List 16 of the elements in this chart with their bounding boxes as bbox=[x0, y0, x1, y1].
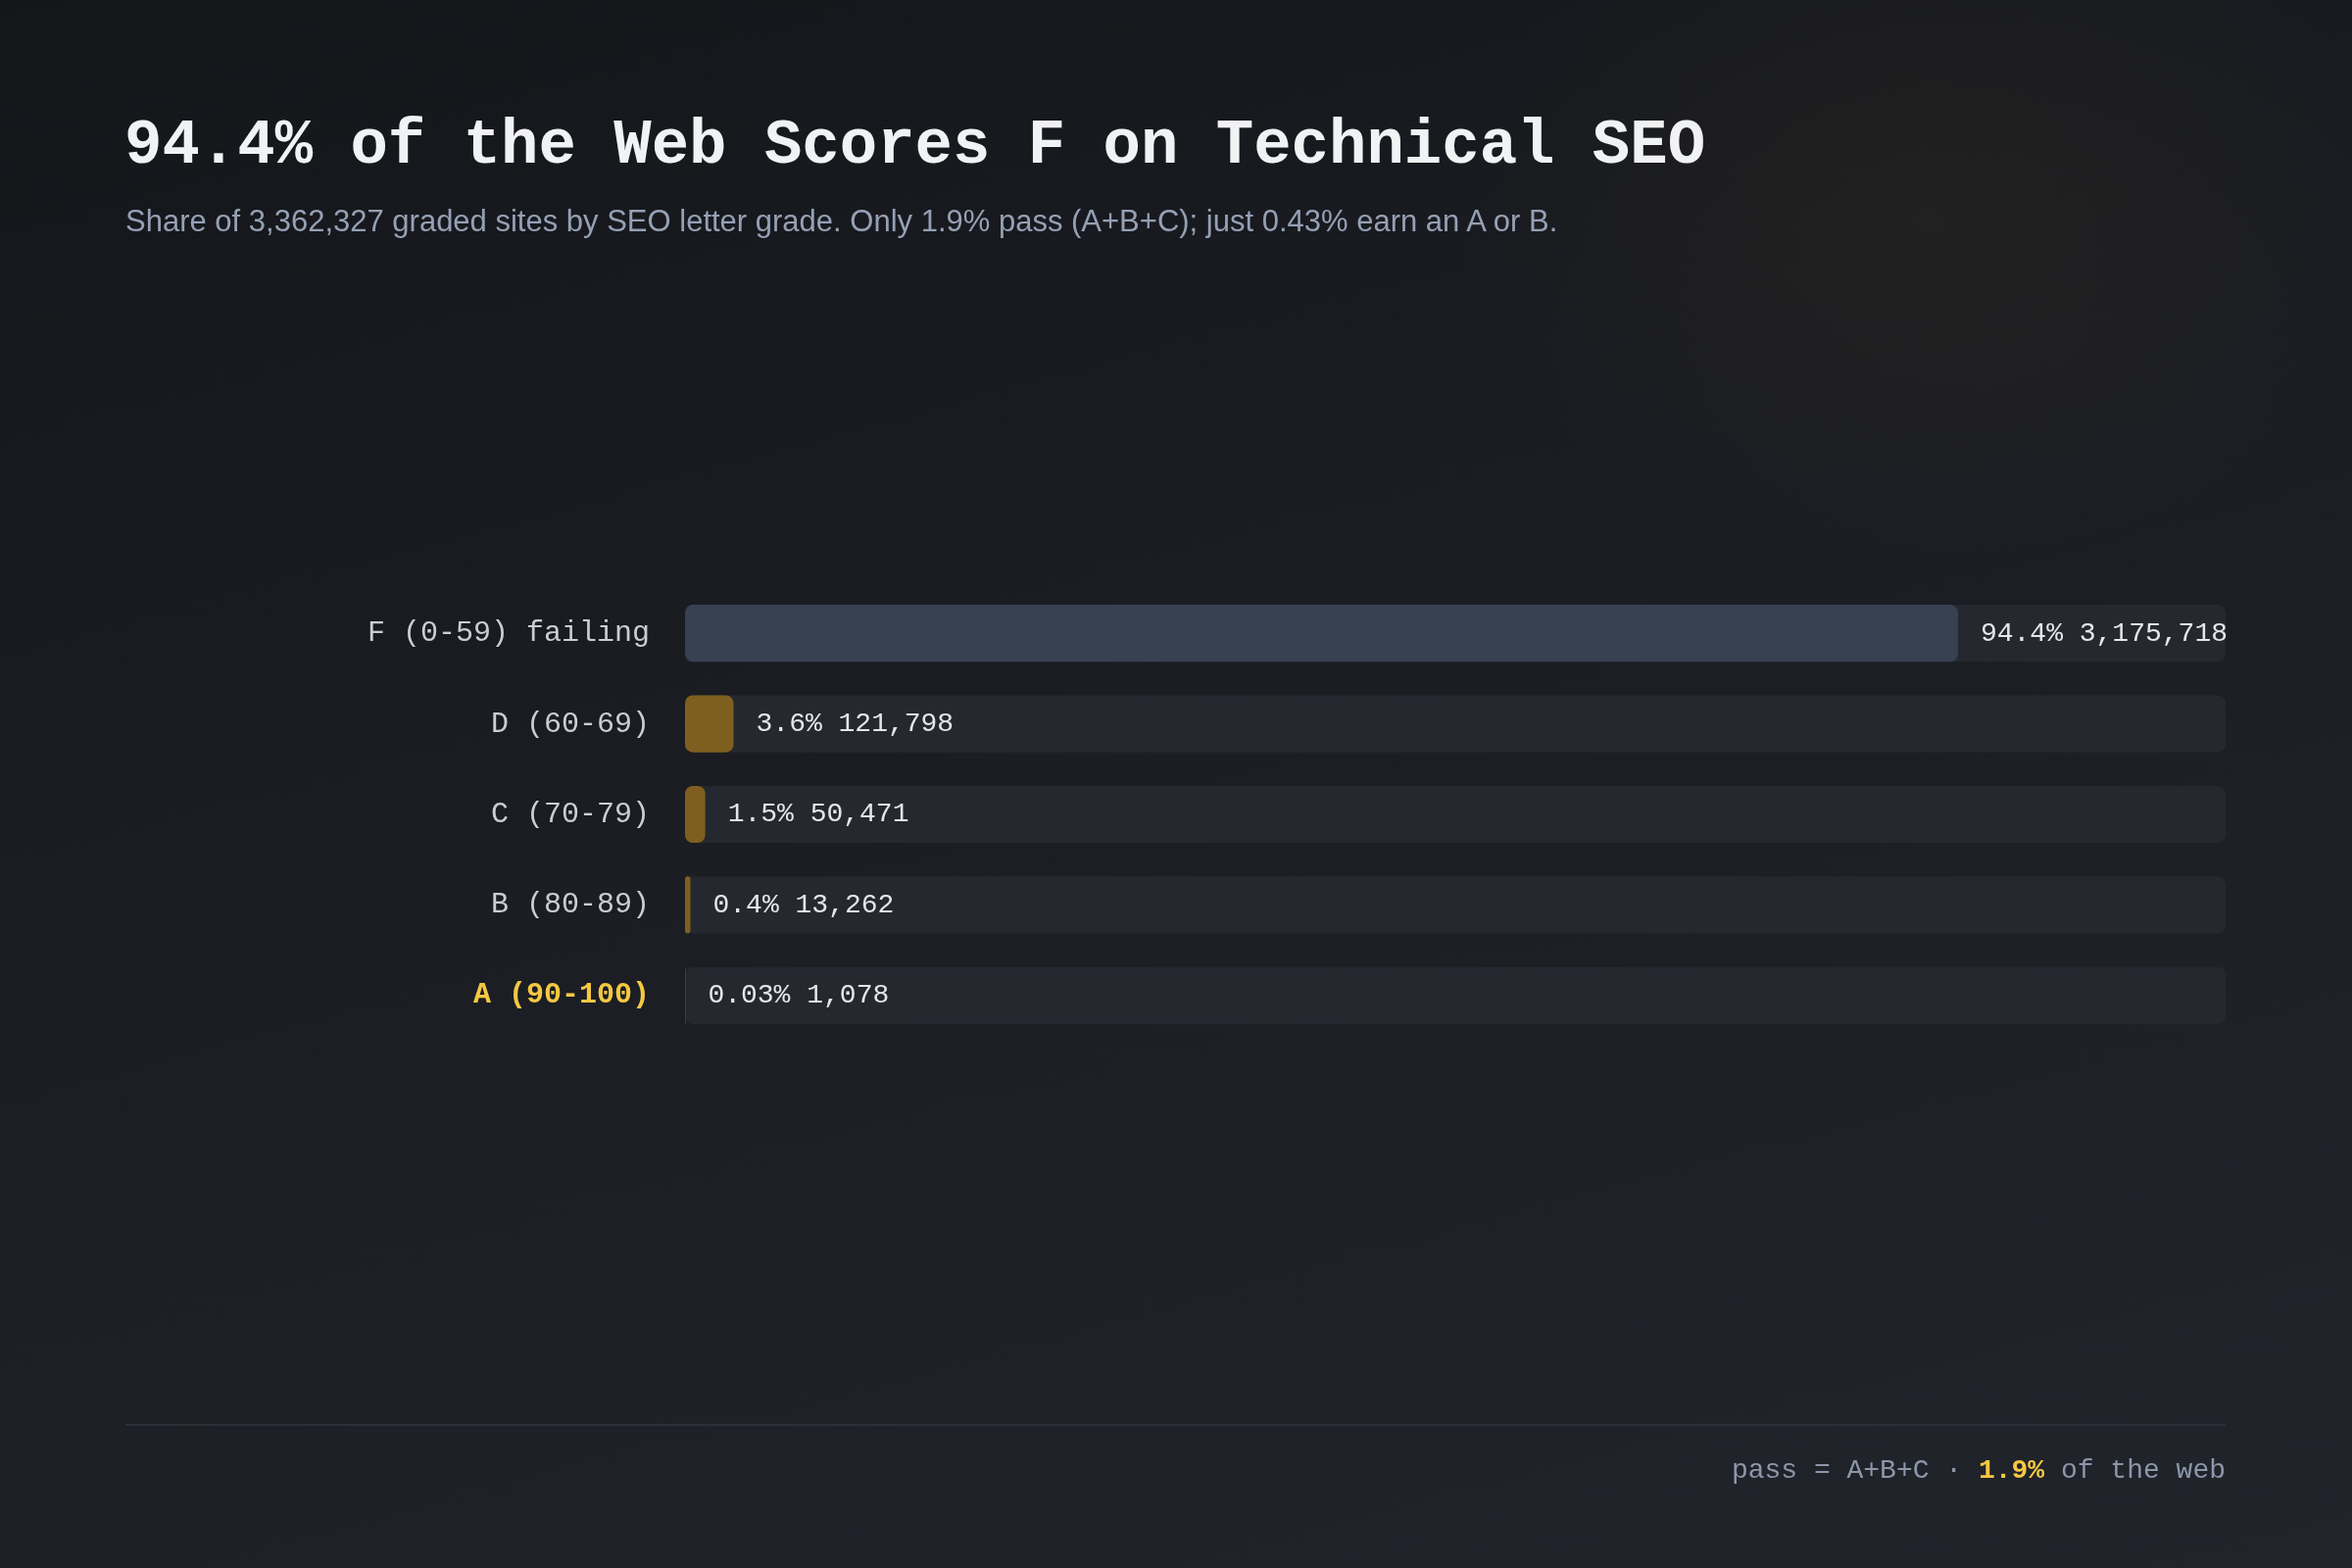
data-label: 94.4% 3,175,718 bbox=[1980, 617, 2228, 649]
bar bbox=[685, 876, 691, 934]
data-label: 0.03% 1,078 bbox=[708, 980, 890, 1011]
y-tick-label: B (80-89) bbox=[490, 888, 650, 922]
bar bbox=[685, 785, 706, 844]
y-tick-label: C (70-79) bbox=[490, 797, 650, 831]
y-tick-label: D (60-69) bbox=[490, 707, 650, 741]
text: pass = A+B+C · 1.9% of the web bbox=[1731, 1454, 2226, 1488]
data-label: 1.5% 50,471 bbox=[727, 799, 909, 830]
data-label: 3.6% 121,798 bbox=[756, 709, 955, 740]
chart-subtitle: Share of 3,362,327 graded sites by SEO letter grade. Only 1.9% pass (A+B+C); just 0.43% earn an A or B. bbox=[125, 203, 1558, 240]
bar bbox=[685, 695, 734, 753]
chart-title: 94.4% of the Web Scores F on Technical SEO bbox=[124, 110, 1706, 182]
data-label: 0.4% 13,262 bbox=[712, 889, 895, 920]
y-tick-label: A (90-100) bbox=[472, 978, 650, 1012]
y-tick-label: F (0-59) failing bbox=[367, 616, 650, 651]
